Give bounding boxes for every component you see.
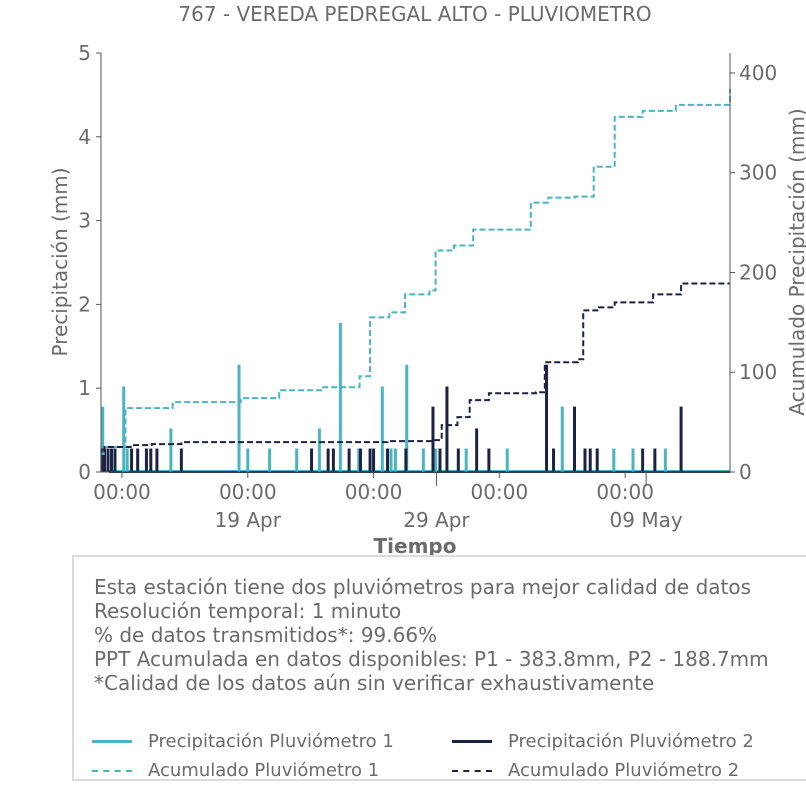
legend-item-p1: Precipitación Pluviómetro 1 [92,731,394,752]
y-right-tick-label-2: 200 [739,260,777,284]
x-tick-date-6: 09 May [610,508,683,532]
x-tick-time-2: 00:00 [345,480,403,504]
y-left-tick-label-0: 0 [78,460,91,484]
x-tick-date-3: 29 Apr [403,508,470,532]
info-line-stations: Esta estación tiene dos pluviómetros par… [94,575,752,599]
y-left-tick-label-1: 1 [78,376,91,400]
legend-label-acc1: Acumulado Pluviómetro 1 [148,760,380,781]
legend-label-acc2: Acumulado Pluviómetro 2 [508,760,740,781]
y-right-tick-label-4: 400 [739,61,777,85]
y-left-tick-label-4: 4 [78,125,91,149]
info-box: Esta estación tiene dos pluviómetros par… [72,555,806,781]
y-axis-left-label: Precipitación (mm) [48,167,72,356]
x-tick-time-5: 00:00 [596,480,654,504]
x-tick-time-1: 00:00 [219,480,277,504]
x-tick-date-1: 19 Apr [215,508,282,532]
legend-item-acc2: Acumulado Pluviómetro 2 [452,760,739,781]
rainfall-chart: 767 - VEREDA PEDREGAL ALTO - PLUVIOMETRO… [48,2,806,558]
legend-item-p2: Precipitación Pluviómetro 2 [452,731,754,752]
cumulative-line-2 [101,282,730,460]
info-line-quality: *Calidad de los datos aún sin verificar … [94,671,655,695]
x-tick-time-4: 00:00 [471,480,529,504]
x-axis-label: Tiempo [374,534,457,558]
legend-swatch-acc2 [452,769,492,772]
legend-swatch-acc1 [92,769,132,772]
legend-label-p2: Precipitación Pluviómetro 2 [508,731,754,752]
legend-swatch-p1 [92,740,132,743]
cumulative-line-1 [101,88,731,456]
info-line-accumulated: PPT Acumulada en datos disponibles: P1 -… [94,647,769,671]
chart-title: 767 - VEREDA PEDREGAL ALTO - PLUVIOMETRO [178,2,651,26]
plot-area: 0 1 2 3 4 5 0 100 200 300 400 00:00 00:00 19 Apr 00:00… [78,41,777,532]
y-left-tick-label-2: 2 [78,292,91,316]
x-tick-time-0: 00:00 [93,480,151,504]
info-line-transmitted: % de datos transmitidos*: 99.66% [94,623,438,647]
y-left-tick-label-3: 3 [78,209,91,233]
legend-label-p1: Precipitación Pluviómetro 1 [148,731,394,752]
y-left-tick-label-5: 5 [78,41,91,65]
y-right-tick-label-0: 0 [739,460,752,484]
legend-swatch-p2 [452,740,492,743]
info-line-resolution: Resolución temporal: 1 minuto [94,599,402,623]
y-right-tick-label-3: 300 [739,161,777,185]
legend-item-acc1: Acumulado Pluviómetro 1 [92,760,379,781]
y-axis-right-label: Acumulado Precipitación (mm) [785,108,806,415]
y-right-tick-label-1: 100 [739,360,777,384]
